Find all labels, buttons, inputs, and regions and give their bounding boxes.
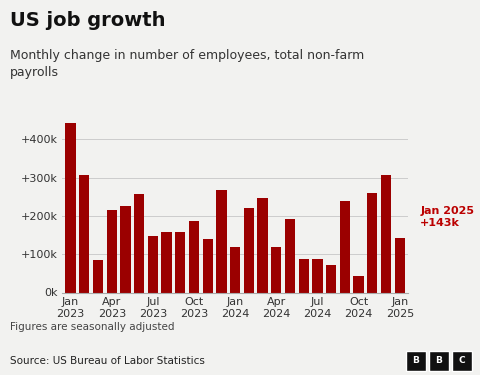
- Bar: [340, 201, 350, 292]
- Bar: [381, 175, 391, 292]
- Bar: [134, 194, 144, 292]
- Bar: [326, 266, 336, 292]
- Bar: [353, 276, 364, 292]
- Bar: [299, 259, 309, 292]
- Bar: [107, 210, 117, 292]
- Bar: [189, 221, 199, 292]
- Bar: [367, 193, 377, 292]
- Bar: [230, 247, 240, 292]
- Text: Monthly change in number of employees, total non-farm
payrolls: Monthly change in number of employees, t…: [10, 49, 364, 79]
- Bar: [203, 238, 213, 292]
- Bar: [244, 207, 254, 292]
- Bar: [216, 190, 227, 292]
- Bar: [175, 232, 185, 292]
- Bar: [65, 123, 76, 292]
- Bar: [79, 176, 89, 292]
- Text: C: C: [458, 356, 465, 365]
- Bar: [148, 236, 158, 292]
- Text: B: B: [435, 356, 442, 365]
- Text: Source: US Bureau of Labor Statistics: Source: US Bureau of Labor Statistics: [10, 356, 204, 366]
- Bar: [271, 248, 281, 292]
- Bar: [312, 259, 323, 292]
- Text: US job growth: US job growth: [10, 11, 165, 30]
- Bar: [257, 198, 268, 292]
- Bar: [93, 260, 103, 292]
- Text: B: B: [412, 356, 419, 365]
- Text: Jan 2025
+143k: Jan 2025 +143k: [420, 206, 474, 228]
- Bar: [161, 232, 172, 292]
- Bar: [395, 238, 405, 292]
- Bar: [285, 219, 295, 292]
- Text: Figures are seasonally adjusted: Figures are seasonally adjusted: [10, 322, 174, 332]
- Bar: [120, 206, 131, 292]
